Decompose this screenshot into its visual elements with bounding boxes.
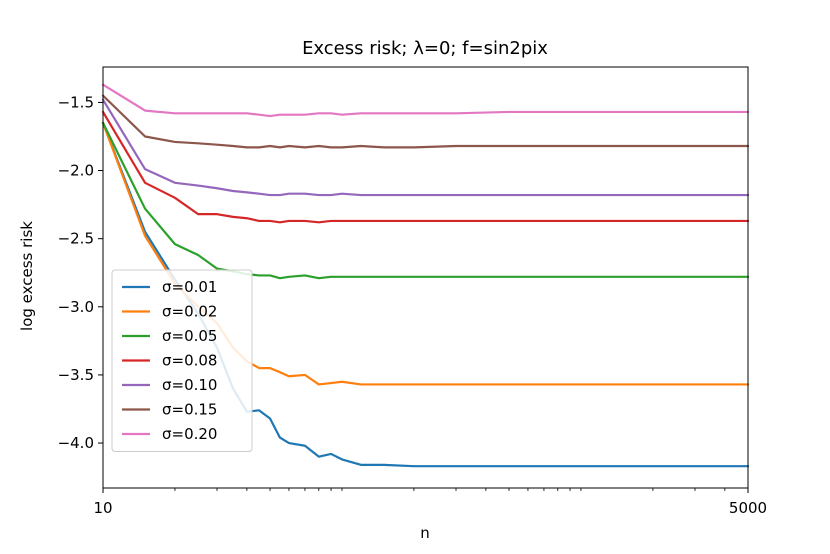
y-tick-label: −3.5 [58,366,94,384]
legend-box [111,269,253,452]
plot-frame [102,66,749,489]
y-tick-label: −3.0 [58,298,94,316]
x-tick-label: 5000 [729,499,767,517]
legend-label: σ=0.02 [162,303,217,321]
x-tick-label: 10 [93,499,112,517]
axis-ticks: −1.5 −2.0 −2.5 −3.0 −3.5 −4.0 10 5000 [58,93,768,517]
legend-label: σ=0.20 [162,425,217,443]
series-line-3 [101,121,750,280]
y-axis-label: log excess risk [18,221,36,331]
y-tick-label: −1.5 [58,93,94,111]
chart-title: Excess risk; λ=0; f=sin2pix [302,38,548,59]
legend-label: σ=0.05 [162,327,217,345]
legend-label: σ=0.10 [162,376,217,394]
legend-label: σ=0.15 [162,401,217,419]
y-tick-label: −2.5 [58,230,94,248]
series-line-6 [101,94,750,149]
y-tick-label: −2.0 [58,162,94,180]
x-axis-label: n [420,524,430,542]
y-tick-label: −4.0 [58,434,94,452]
legend-label: σ=0.01 [162,278,217,296]
legend: σ=0.01 σ=0.02 σ=0.05 σ=0.08 σ=0.10 σ=0.15 σ=0.… [111,269,253,452]
legend-label: σ=0.08 [162,352,217,370]
series-line-7 [101,83,750,118]
series-line-5 [101,98,750,197]
series-line-4 [101,110,750,224]
